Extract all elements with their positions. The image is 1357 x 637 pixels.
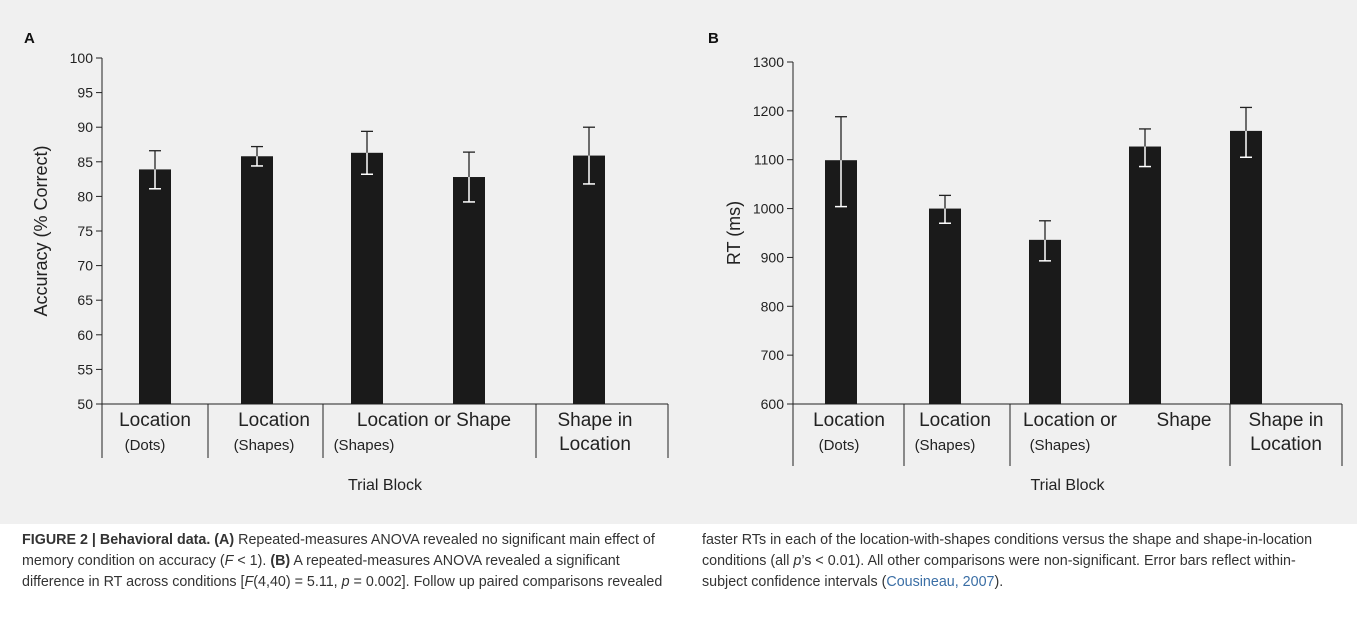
caption-bold: (B) [270,552,291,569]
category-sublabel: Location [1250,434,1322,455]
caption-italic: F [244,573,254,590]
y-tick-label: 1200 [753,103,784,119]
bar [1029,239,1061,404]
caption-italic: p [793,552,802,569]
figure-panel: A 50 55 60 65 70 75 80 85 90 95 100 Accuracy (% Corr… [0,0,1357,524]
y-tick-label: 800 [761,298,785,314]
category-sublabel: (Shapes) [915,437,976,454]
bar [1129,146,1161,404]
citation-link[interactable]: Cousineau, 2007 [886,573,995,590]
caption-italic: F [224,552,234,569]
y-tick-label: 60 [77,327,93,343]
category-label: Location or [1023,410,1118,431]
category-sublabel: (Dots) [125,437,166,454]
bar [351,152,383,404]
y-tick-label: 1300 [753,54,784,70]
panel-label: B [708,30,719,47]
x-axis-label: Trial Block [348,477,423,494]
category-label: Shape in [557,410,632,431]
bar [453,177,485,404]
y-tick-label: 65 [77,292,93,308]
y-tick-label: 55 [77,361,93,377]
y-tick-label: 600 [761,396,785,412]
y-tick-label: 75 [77,223,93,239]
caption-column-right: faster RTs in each of the location-with-… [702,530,1338,592]
caption-text: ’s < 0.01). All other comparisons were n… [702,552,1296,590]
category-label: Shape [1157,410,1212,431]
y-tick-label: 70 [77,258,93,274]
y-tick-label: 95 [77,85,93,101]
x-axis-label: Trial Block [1030,477,1105,494]
panel-label: A [24,30,35,47]
category-label: Location [238,410,310,431]
category-sublabel: (Shapes) [334,437,395,454]
category-sublabel: (Shapes) [234,437,295,454]
caption-text: faster RTs in each of the location-with-… [702,532,1313,569]
y-tick-label: 85 [77,154,93,170]
bar [929,208,961,404]
y-tick-label: 1100 [754,152,784,168]
y-tick-label: 700 [761,347,785,363]
caption-text: (4,40) = 5.11, [253,573,342,590]
category-label: Location [119,410,191,431]
caption-text: A repeated-measures ANOVA revealed a sig… [22,552,620,590]
y-tick-label: 900 [761,249,785,265]
category-sublabel: Location [559,434,631,455]
caption-text: Repeated-measures ANOVA revealed no sign… [22,532,655,569]
y-tick-label: 1000 [753,201,784,217]
category-label: Location [919,410,991,431]
figure-caption: FIGURE 2 | Behavioral data. (A) Repeated… [0,524,1357,637]
caption-text: ). [994,573,1004,590]
bar [241,156,273,404]
bar [1230,130,1262,405]
y-tick-label: 50 [77,396,93,412]
caption-text: = 0.002]. Follow up paired comparisons r… [349,573,663,590]
figure-charts: A 50 55 60 65 70 75 80 85 90 95 100 Accuracy (% Corr… [24,30,1343,494]
bar [573,155,605,404]
category-label: Shape in [1248,410,1323,431]
y-tick-label: 90 [77,119,93,135]
caption-text: < 1). [233,552,271,569]
caption-lead: FIGURE 2 | Behavioral data. (A) [22,532,235,548]
y-tick-label: 80 [77,188,93,204]
caption-italic: p [341,573,350,590]
category-sublabel: (Shapes) [1030,437,1091,454]
category-label: Location or Shape [357,410,511,431]
category-sublabel: (Dots) [819,437,860,454]
category-label: Location [813,410,885,431]
y-axis-label: RT (ms) [724,201,744,265]
y-axis-label: Accuracy (% Correct) [31,145,51,316]
caption-column-left: FIGURE 2 | Behavioral data. (A) Repeated… [22,530,670,592]
y-tick-label: 100 [70,50,94,66]
bar [139,169,171,404]
